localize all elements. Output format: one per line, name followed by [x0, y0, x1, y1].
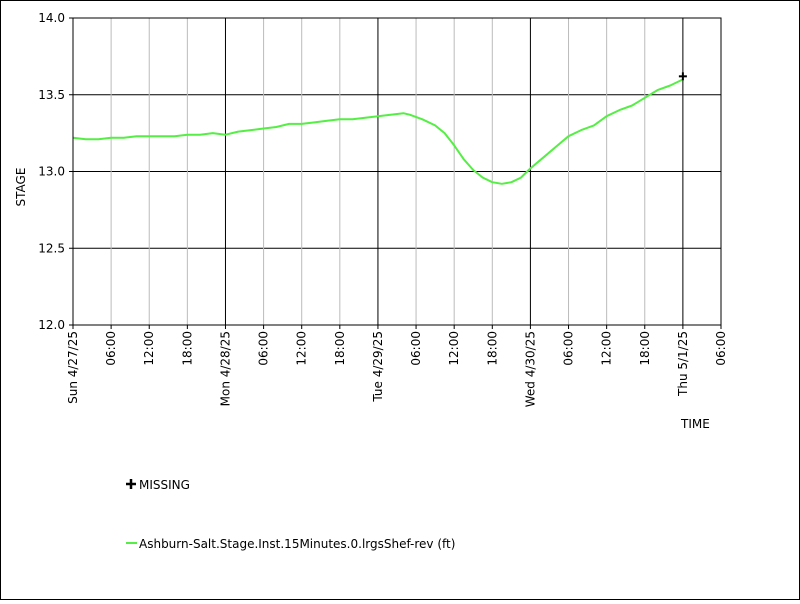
y-tick-label: 12.5: [38, 241, 65, 255]
x-tick-label: 12:00: [447, 331, 461, 366]
x-tick-label: Mon 4/28/25: [218, 331, 232, 406]
x-tick-label: 12:00: [295, 331, 309, 366]
x-tick-label: 06:00: [409, 331, 423, 366]
x-tick-label: Thu 5/1/25: [676, 331, 690, 397]
x-tick-label: 12:00: [600, 331, 614, 366]
y-tick-label: 13.5: [38, 88, 65, 102]
x-tick-label: Tue 4/29/25: [371, 331, 385, 403]
grid-layer: [72, 17, 722, 326]
series-line: [72, 78, 684, 185]
y-tick-labels: 12.0 12.5 13.0 13.5 14.0: [38, 11, 73, 332]
missing-marker-layer: [678, 72, 687, 81]
x-tick-label: 12:00: [142, 331, 156, 366]
x-axis-label: TIME: [680, 417, 710, 431]
y-tick-label: 14.0: [38, 11, 65, 25]
legend: MISSING Ashburn-Salt.Stage.Inst.15Minute…: [126, 478, 455, 551]
missing-marker: [678, 72, 687, 81]
y-tick-label: 13.0: [38, 165, 65, 179]
legend-missing-icon: [126, 479, 136, 489]
x-tick-label: 06:00: [714, 331, 728, 366]
x-tick-label: 18:00: [180, 331, 194, 366]
x-tick-label: Wed 4/30/25: [523, 331, 537, 407]
legend-series-label: Ashburn-Salt.Stage.Inst.15Minutes.0.lrgs…: [139, 537, 455, 551]
x-tick-label: 06:00: [562, 331, 576, 366]
x-tick-label: Sun 4/27/25: [66, 331, 80, 404]
x-tick-label: 18:00: [485, 331, 499, 366]
series-layer: [72, 78, 684, 185]
x-tick-label: 18:00: [638, 331, 652, 366]
y-tick-label: 12.0: [38, 318, 65, 332]
x-tick-label: 06:00: [257, 331, 271, 366]
y-axis-label: STAGE: [14, 168, 28, 207]
x-tick-label: 18:00: [333, 331, 347, 366]
x-tick-labels: Sun 4/27/25 06:00 12:00 18:00 Mon 4/28/25 06:…: [66, 325, 728, 407]
legend-missing-label: MISSING: [139, 478, 190, 492]
x-tick-label: 06:00: [104, 331, 118, 366]
